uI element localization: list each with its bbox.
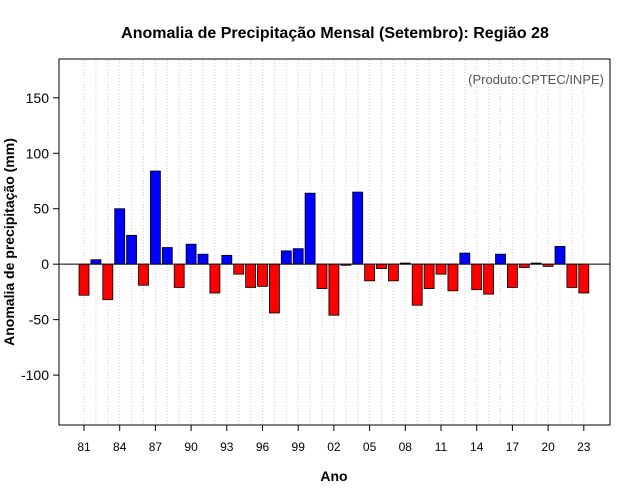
y-tick-label: 0 (41, 256, 49, 272)
x-tick-label: 93 (220, 440, 234, 454)
x-tick-label: 11 (435, 440, 448, 454)
x-tick-label: 96 (256, 440, 270, 454)
plot-frame (58, 58, 611, 426)
bar-2010 (423, 263, 435, 289)
bar-2023 (578, 263, 590, 294)
y-tick-label: 150 (26, 90, 50, 106)
x-tick-label: 05 (363, 440, 377, 454)
x-tick-label: 02 (327, 440, 341, 454)
x-tick-label: 87 (149, 440, 163, 454)
bar-1992 (209, 263, 221, 294)
bar-1985 (126, 234, 137, 265)
x-axis: 81 84 87 90 93 96 99 02 05 08 11 14 17 20 23 (77, 425, 591, 454)
x-tick-label: 84 (113, 440, 127, 454)
x-tick-label: 17 (506, 440, 520, 454)
bar-2002 (328, 263, 340, 316)
bar-2005 (364, 263, 376, 282)
bar-2013 (459, 252, 471, 265)
source-annotation: (Produto:CPTEC/INPE) (468, 72, 604, 87)
bar-1984 (114, 208, 126, 265)
bar-2000 (304, 192, 316, 265)
y-axis: -100 -50 0 50 100 150 (21, 90, 59, 383)
bar-2012 (447, 263, 459, 292)
x-tick-label: 08 (399, 440, 413, 454)
bar-2011 (435, 263, 447, 275)
y-tick-label: 100 (26, 145, 50, 161)
bar-1994 (233, 263, 245, 275)
bar-2009 (411, 263, 423, 306)
bar-2016 (495, 253, 506, 265)
bar-1997 (268, 263, 280, 314)
bar-1988 (161, 247, 173, 265)
chart-title: Anomalia de Precipitação Mensal (Setembr… (121, 25, 549, 42)
x-tick-label: 99 (292, 440, 306, 454)
bar-2021 (554, 246, 566, 265)
bar-2022 (566, 263, 578, 288)
bar-2007 (387, 263, 399, 282)
bar-1998 (280, 250, 292, 265)
bar-2001 (316, 263, 328, 289)
bar-1999 (292, 248, 304, 265)
y-tick-label: -100 (21, 367, 49, 383)
y-tick-label: -50 (29, 312, 49, 328)
bar-1995 (245, 263, 257, 288)
bars (78, 170, 590, 316)
grid-lines (83, 60, 585, 424)
bar-2014 (471, 263, 483, 291)
bar-1987 (149, 170, 161, 265)
x-tick-label: 14 (470, 440, 484, 454)
y-tick-label: 50 (33, 201, 49, 217)
bar-1991 (197, 253, 209, 265)
bar-2006 (376, 263, 387, 270)
x-tick-label: 20 (541, 440, 555, 454)
bar-1986 (138, 263, 149, 286)
bar-1993 (221, 254, 233, 265)
x-axis-title: Ano (320, 468, 347, 484)
bar-1983 (102, 263, 114, 301)
bar-2004 (352, 191, 364, 265)
bar-1981 (78, 263, 90, 296)
bar-1989 (173, 263, 185, 288)
x-tick-label: 23 (577, 440, 591, 454)
x-tick-label: 90 (184, 440, 198, 454)
bar-1982 (90, 259, 102, 265)
y-axis-title: Anomalia de precipitação (mm) (1, 138, 17, 346)
x-tick-label: 81 (77, 440, 91, 454)
bar-1990 (185, 243, 197, 265)
bar-2017 (506, 263, 518, 288)
bar-1996 (257, 263, 268, 287)
bar-2015 (483, 263, 495, 295)
